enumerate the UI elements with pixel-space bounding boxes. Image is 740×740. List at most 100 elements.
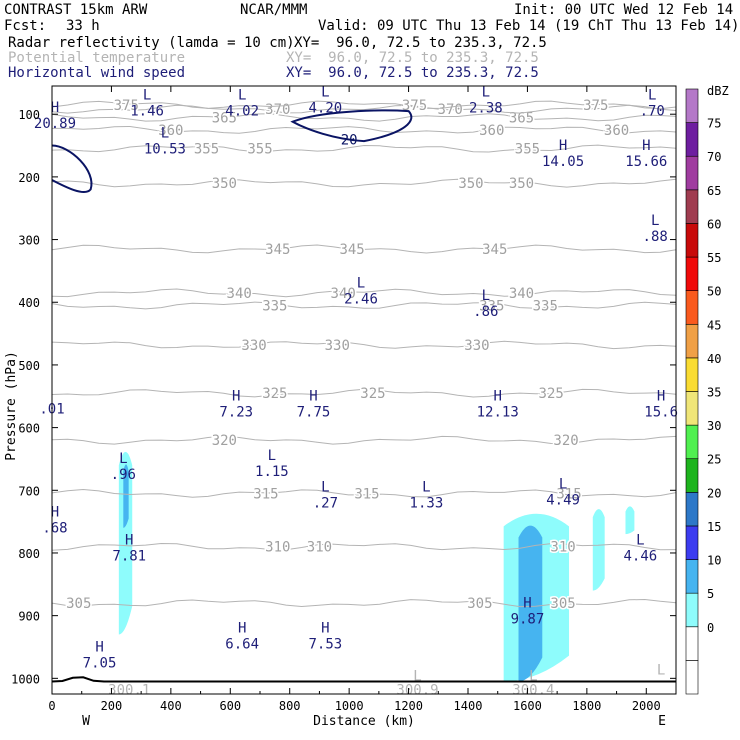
reflectivity-cell-5dbz [118, 451, 133, 635]
theta-label-350: 350 [212, 176, 237, 192]
colorbar-label: 70 [707, 150, 721, 164]
x-tick-label: 400 [160, 699, 182, 713]
x-axis-east-label: E [658, 714, 666, 729]
surface-label-0-value: 300.1 [108, 683, 150, 699]
theta-label-375: 375 [114, 98, 139, 114]
x-tick-label: 1200 [394, 699, 423, 713]
wind-extremum-28-hl: H [321, 620, 329, 636]
wind-contour-20-jet [290, 109, 413, 143]
fcst-label: Fcst: [4, 18, 47, 34]
theta-label-320: 320 [212, 433, 237, 449]
x-tick-label: 800 [279, 699, 301, 713]
theta-label-345: 345 [339, 242, 364, 258]
valid-label: Valid: 09 UTC Thu 13 Feb 14 (19 ChT Thu … [318, 18, 740, 34]
wind-extremum-15-value: 12.13 [477, 405, 519, 421]
theta-contour-350 [51, 178, 677, 188]
wind-extremum-24-value: 4.46 [623, 549, 657, 565]
wind-extremum-14-hl: H [309, 389, 317, 405]
theta-contour-370 [51, 104, 677, 114]
wind-extremum-11-value: .86 [473, 304, 498, 320]
x-tick-label: 1000 [335, 699, 364, 713]
colorbar-label: 30 [707, 419, 721, 433]
theta-label-335: 335 [533, 298, 558, 314]
theta-label-370: 370 [265, 102, 290, 118]
reflectivity-shading [118, 451, 635, 682]
field-xy-wind: XY= 96.0, 72.5 to 235.3, 72.5 [286, 65, 539, 81]
theta-contour-375 [51, 100, 677, 110]
wind-extremum-1-value: 1.46 [130, 104, 164, 120]
theta-label-345: 345 [265, 242, 290, 258]
theta-contour-325 [51, 388, 677, 398]
field-name-theta: Potential temperature [8, 50, 186, 66]
y-tick-label: 800 [18, 547, 40, 561]
colorbar-label: 45 [707, 318, 721, 332]
theta-label-375: 375 [583, 98, 608, 114]
theta-label-325: 325 [262, 386, 287, 402]
theta-label-355: 355 [247, 142, 272, 158]
colorbar-label: 25 [707, 453, 721, 467]
colorbar-label: 20 [707, 486, 721, 500]
colorbar-swatch-20 [685, 492, 699, 527]
dbz-colorbar: 0 5 10 15 20 25 30 35 40 45 50 55 60 65 70 75 dBZ [685, 84, 729, 695]
plot-frame [51, 85, 677, 695]
theta-label-340: 340 [227, 286, 252, 302]
reflectivity-cell-10dbz [123, 464, 129, 528]
wind-extremum-4-value: 2.38 [469, 101, 503, 117]
field-xy-reflectivity: XY= 96.0, 72.5 to 235.3, 72.5 [294, 35, 547, 51]
theta-label-310: 310 [550, 540, 575, 556]
theta-contour-365 [51, 113, 677, 122]
wind-extremum-22-value: .68 [42, 520, 67, 536]
theta-label-355: 355 [515, 142, 540, 158]
x-tick-label: 1800 [572, 699, 601, 713]
theta-label-305: 305 [550, 596, 575, 612]
theta-label-320: 320 [553, 433, 578, 449]
colorbar-swatch-45 [685, 323, 699, 359]
theta-label-330: 330 [241, 338, 266, 354]
theta-label-335: 335 [479, 298, 504, 314]
theta-contour-320 [51, 435, 677, 445]
chart-title: CONTRAST 15km ARW [4, 2, 148, 18]
colorbar-swatch-5 [685, 592, 699, 628]
field-xy-theta: XY= 96.0, 72.5 to 235.3, 72.5 [286, 50, 539, 66]
wind-extremum-17-hl: L [119, 451, 127, 467]
wind-extremum-17-value: .96 [111, 467, 136, 483]
wind-extremum-21-hl: L [559, 476, 567, 492]
wind-extremum-13-hl: H [232, 389, 240, 405]
wind-contour-20-west [51, 144, 93, 194]
terrain-surface-line [51, 676, 676, 683]
field-name-reflectivity: Radar reflectivity (lamda = 10 cm) [8, 35, 295, 51]
y-tick-label: 500 [18, 359, 40, 373]
theta-contour-345 [51, 244, 677, 254]
theta-label-315: 315 [556, 486, 581, 502]
colorbar-label: 5 [707, 587, 714, 601]
colorbar-swatch-50 [685, 290, 699, 325]
wind-extremum-5-value: .70 [640, 104, 665, 120]
theta-contour-305 [51, 598, 677, 608]
theta-label-350: 350 [458, 176, 483, 192]
wind-speed-contours: 20 [51, 109, 413, 194]
colorbar-label: 0 [707, 621, 714, 635]
wind-extremum-2-value: 4.02 [225, 104, 259, 120]
colorbar-label: 35 [707, 386, 721, 400]
y-tick-label: 300 [18, 234, 40, 248]
reflectivity-cell-5dbz [625, 506, 635, 535]
wind-extremum-23-hl: H [125, 533, 133, 549]
wind-extremum-5-hl: L [648, 88, 656, 104]
surface-label-1-value: 300.9 [396, 683, 438, 699]
wind-contour-label: 20 [341, 132, 358, 148]
wind-extremum-26-value: 7.05 [83, 655, 117, 671]
colorbar-label: 60 [707, 217, 721, 231]
wind-extremum-13-value: 7.23 [219, 405, 253, 421]
fcst-value: 33 h [66, 18, 100, 34]
reflectivity-cell-10dbz [518, 525, 543, 682]
wind-extremum-18-value: 1.15 [255, 464, 289, 480]
wind-extremum-20-value: 1.33 [410, 495, 444, 511]
theta-contours: 305 305 305 310 310 310 315 315 315 320 320 325 325 3… [51, 96, 677, 614]
colorbar-swatch-75 [685, 122, 699, 157]
colorbar-label: 55 [707, 251, 721, 265]
terrain-line [51, 676, 676, 683]
wind-extremum-4-hl: L [482, 85, 490, 101]
theta-label-340: 340 [509, 286, 534, 302]
wind-extremum-6-hl: L [161, 125, 169, 141]
